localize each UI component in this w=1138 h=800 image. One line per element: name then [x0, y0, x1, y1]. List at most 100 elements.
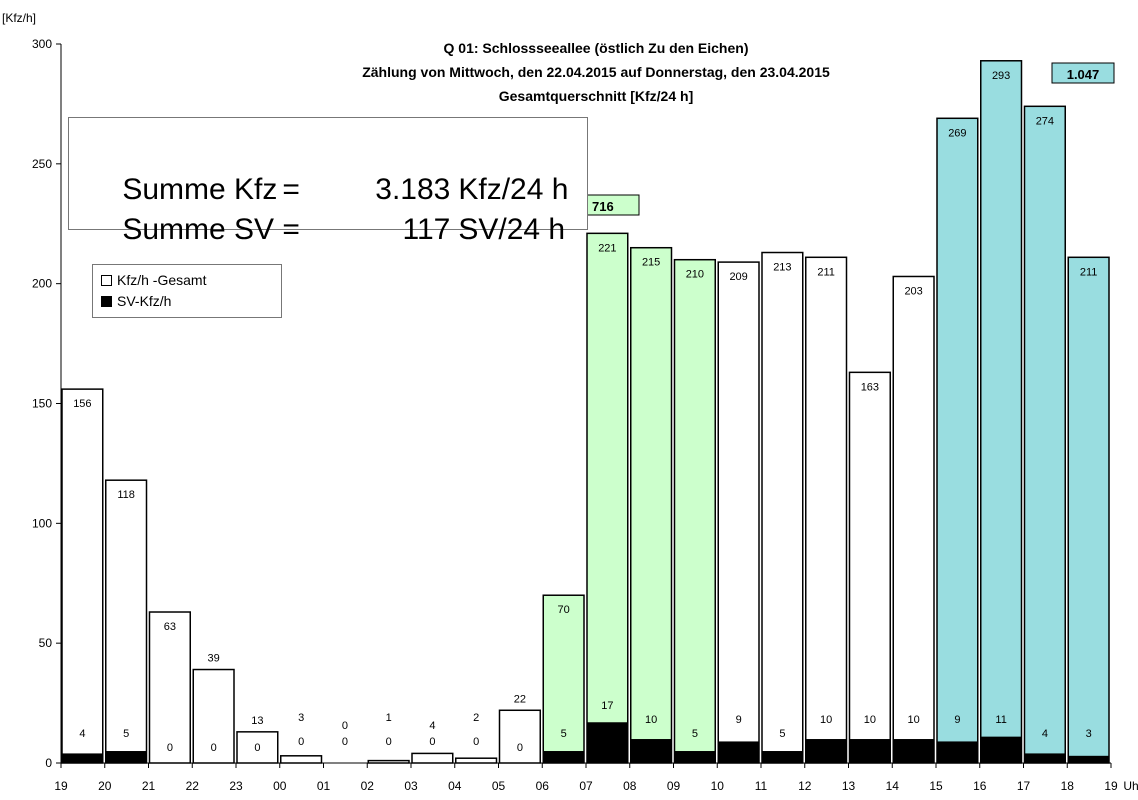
total-bar — [61, 388, 104, 764]
sv-value-label: 0 — [429, 736, 435, 748]
sv-value-label: 5 — [561, 728, 567, 740]
total-bar — [761, 251, 804, 764]
total-bar — [936, 117, 979, 764]
total-bar — [848, 371, 891, 764]
summary-kfz-value: 3.183 — [375, 173, 451, 206]
summary-kfz-eq: = — [282, 173, 300, 206]
x-tick-label: 22 — [186, 779, 200, 793]
sv-bar — [762, 751, 803, 763]
total-value-label: 269 — [948, 127, 966, 139]
legend-total-swatch — [101, 275, 112, 286]
total-bar — [105, 479, 148, 764]
x-tick-label: 06 — [536, 779, 550, 793]
total-value-label: 211 — [817, 266, 835, 278]
sv-bar — [587, 722, 628, 763]
total-value-label: 3 — [298, 712, 304, 724]
sv-bar — [718, 741, 759, 763]
y-tick-label: 100 — [32, 516, 52, 530]
x-tick-label: 03 — [404, 779, 418, 793]
x-tick-label: 12 — [798, 779, 812, 793]
x-tick-label: 02 — [361, 779, 375, 793]
total-value-label: 0 — [342, 720, 348, 732]
sv-value-label: 5 — [779, 728, 785, 740]
total-bar — [892, 275, 935, 764]
sv-bar — [893, 739, 934, 763]
total-value-label: 156 — [73, 398, 91, 410]
total-bar — [673, 258, 716, 764]
total-value-label: 39 — [208, 653, 220, 665]
summary-box: Summe Kfz = 3.183 Kfz/24 h Summe SV = 117 SV/2… — [68, 117, 588, 246]
sv-value-label: 0 — [167, 742, 173, 754]
sv-bar — [543, 751, 584, 763]
total-value-label: 63 — [164, 621, 176, 633]
sv-bar — [980, 736, 1022, 763]
total-value-label: 221 — [598, 242, 616, 254]
x-tick-label: 15 — [929, 779, 943, 793]
bars — [61, 60, 1110, 764]
chart-title-line-3: Gesamtquerschnitt [Kfz/24 h] — [499, 88, 693, 104]
x-tick-label: 23 — [229, 779, 243, 793]
x-tick-label: 16 — [973, 779, 987, 793]
total-bar — [805, 256, 848, 764]
sv-value-label: 0 — [211, 742, 217, 754]
x-axis-unit: Uhr — [1123, 779, 1138, 793]
summary-kfz-unit: Kfz/24 h — [458, 173, 569, 206]
sv-value-label: 10 — [908, 714, 920, 726]
total-value-label: 209 — [729, 271, 747, 283]
x-tick-label: 00 — [273, 779, 287, 793]
sv-bar — [1068, 755, 1109, 763]
total-bar — [630, 246, 673, 764]
sv-value-label: 11 — [995, 714, 1006, 726]
sv-value-label: 0 — [298, 736, 304, 748]
total-bar — [1067, 256, 1110, 764]
sv-value-label: 3 — [1086, 728, 1092, 740]
total-value-label: 1 — [386, 712, 392, 724]
total-value-label: 211 — [1080, 266, 1098, 278]
total-value-label: 70 — [558, 604, 570, 616]
total-bar — [280, 755, 323, 764]
bar-labels: 1564118563039013030001040202207052211721… — [73, 70, 1097, 754]
sv-value-label: 9 — [954, 714, 960, 726]
chart-title-line-2: Zählung von Mittwoch, den 22.04.2015 auf… — [362, 64, 830, 80]
summary-kfz-label: Summe Kfz — [122, 173, 278, 206]
total-value-label: 13 — [251, 715, 263, 727]
total-bar — [1023, 105, 1066, 764]
total-value-label: 22 — [514, 693, 526, 705]
sv-value-label: 9 — [736, 714, 742, 726]
x-tick-label: 10 — [711, 779, 725, 793]
sv-value-label: 0 — [473, 736, 479, 748]
x-tick-label: 19 — [1104, 779, 1118, 793]
y-axis-label: [Kfz/h] — [2, 11, 36, 25]
total-bar — [236, 731, 279, 764]
legend-sv-swatch — [101, 296, 112, 307]
x-tick-label: 20 — [98, 779, 112, 793]
total-bar — [411, 752, 454, 764]
sv-value-label: 5 — [123, 728, 129, 740]
sv-value-label: 0 — [254, 742, 260, 754]
x-tick-label: 11 — [755, 779, 768, 793]
total-bar — [192, 668, 235, 764]
x-tick-label: 17 — [1017, 779, 1031, 793]
sv-value-label: 0 — [386, 736, 392, 748]
total-value-label: 203 — [904, 285, 922, 297]
total-bar — [367, 759, 410, 764]
y-tick-label: 150 — [32, 397, 52, 411]
sv-bar — [105, 751, 147, 763]
total-value-label: 2 — [473, 712, 479, 724]
total-value-label: 213 — [773, 262, 791, 274]
sv-bar — [937, 741, 978, 763]
sv-bar — [630, 739, 672, 763]
y-tick-label: 250 — [32, 157, 52, 171]
sv-value-label: 4 — [1042, 728, 1048, 740]
total-bar — [542, 594, 585, 764]
x-tick-label: 21 — [142, 779, 156, 793]
peak-label-afternoon-value: 1.047 — [1067, 67, 1100, 82]
peak-label-morning: 716 — [584, 194, 640, 216]
x-tick-label: 08 — [623, 779, 637, 793]
legend: Kfz/h -Gesamt SV-Kfz/h — [92, 264, 282, 318]
x-tick-label: 14 — [886, 779, 900, 793]
peak-label-morning-value: 716 — [592, 199, 614, 214]
y-tick-label: 50 — [39, 636, 53, 650]
peak-label-afternoon: 1.047 — [1051, 62, 1115, 84]
